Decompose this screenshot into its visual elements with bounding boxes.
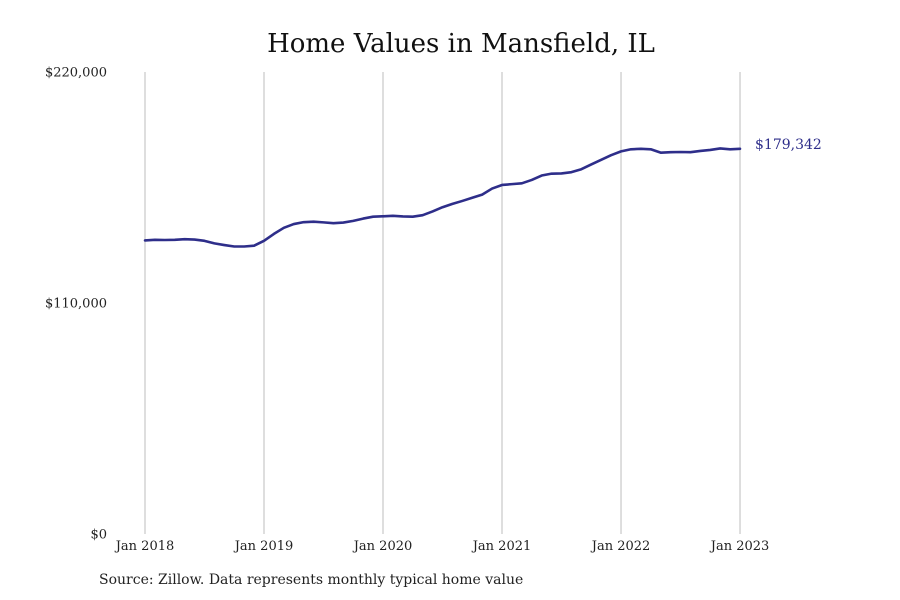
x-tick-label: Jan 2018 xyxy=(114,539,175,554)
x-tick-label: Jan 2019 xyxy=(233,539,294,554)
end-value-label: $179,342 xyxy=(755,137,822,153)
source-note: Source: Zillow. Data represents monthly … xyxy=(99,572,524,588)
x-tick-label: Jan 2022 xyxy=(590,539,651,554)
x-tick-label: Jan 2023 xyxy=(709,539,770,554)
y-tick-label: $0 xyxy=(90,528,107,543)
x-tick-label: Jan 2021 xyxy=(471,539,532,554)
y-tick-label: $110,000 xyxy=(45,297,107,312)
x-tick-label: Jan 2020 xyxy=(352,539,413,554)
y-axis-tick-labels: $0 $110,000 $220,000 xyxy=(45,66,107,543)
y-tick-label: $220,000 xyxy=(45,66,107,81)
chart-title: Home Values in Mansfield, IL xyxy=(267,29,655,59)
x-axis-tick-labels: Jan 2018 Jan 2019 Jan 2020 Jan 2021 Jan 2022… xyxy=(114,539,770,554)
series-line xyxy=(143,147,742,248)
vertical-gridlines xyxy=(144,72,741,534)
